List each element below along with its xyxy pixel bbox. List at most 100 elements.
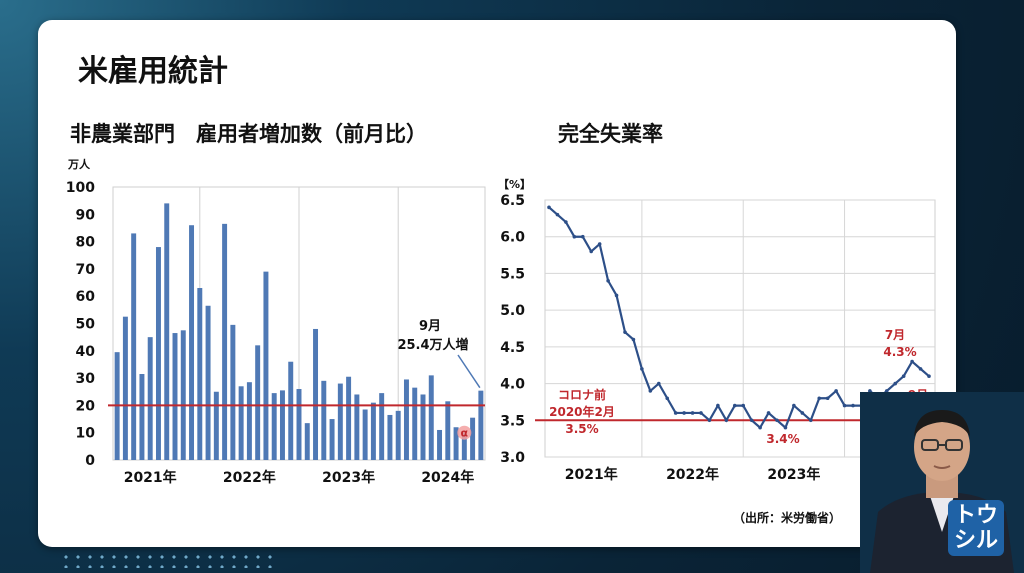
bar-mark [304, 423, 310, 460]
bar-mark [147, 337, 153, 460]
line-y-tick-label: 4.5 [500, 340, 525, 356]
bar-mark [387, 414, 393, 460]
bar-mark [478, 390, 484, 460]
unemployment-point [707, 418, 712, 423]
bar-mark [412, 387, 418, 460]
bar-mark [428, 375, 434, 460]
highlight-circle [457, 425, 472, 440]
unemployment-point [868, 389, 872, 393]
bar-mark [197, 288, 203, 460]
bar-mark [403, 379, 409, 460]
badge-line-1: トウ [953, 503, 998, 528]
unemployment-point [547, 205, 551, 210]
line-y-tick-label: 6.5 [500, 193, 525, 209]
line-y-tick-label: 5.5 [500, 266, 525, 282]
decorative-dots [60, 552, 280, 568]
min-value-label: 3.4% [766, 432, 799, 446]
unemployment-point [716, 403, 720, 408]
unemployment-point [724, 418, 729, 423]
bar-y-tick-label: 90 [76, 207, 96, 223]
bar-mark [470, 417, 476, 460]
unemployment-point [842, 403, 847, 408]
bar-y-tick-label: 50 [76, 317, 96, 333]
unemployment-point [749, 418, 754, 423]
bar-mark [172, 333, 178, 460]
unemployment-point [682, 411, 686, 415]
july-value: 4.3% [883, 345, 916, 359]
bar-y-tick-label: 10 [76, 426, 96, 442]
bar-mark [296, 389, 302, 460]
bar-y-tick-label: 30 [76, 371, 96, 387]
bar-mark [461, 432, 467, 460]
bar-mark [122, 316, 128, 460]
line-x-tick-label: 2023年 [767, 466, 820, 483]
unemployment-point [834, 389, 838, 393]
unemployment-point [614, 293, 619, 298]
unemployment-point [640, 367, 644, 371]
unemployment-point [817, 396, 822, 401]
corona-label: コロナ前 [558, 387, 606, 402]
unemployment-point [732, 403, 737, 408]
unemployment-point [851, 403, 855, 408]
line-x-tick-label: 2022年 [666, 466, 719, 483]
bar-mark [213, 391, 219, 460]
unemployment-point [741, 403, 746, 408]
unemployment-point [783, 425, 788, 430]
bar-mark [155, 247, 161, 460]
bar-mark [453, 427, 459, 460]
unemployment-point [766, 411, 771, 415]
bar-mark [370, 402, 376, 460]
unemployment-point [606, 278, 610, 283]
line-y-tick-label: 3.0 [500, 450, 525, 466]
bar-mark [362, 409, 368, 460]
bar-x-tick-label: 2023年 [322, 469, 375, 486]
bar-mark [379, 393, 385, 460]
bar-mark [205, 305, 211, 460]
bar-mark [189, 225, 195, 460]
bar-mark [346, 376, 352, 460]
bar-annotation-month: 9月 [419, 319, 441, 334]
unemployment-point [564, 220, 568, 224]
line-y-unit-label: 【%】 [498, 178, 531, 191]
bar-x-tick-label: 2021年 [124, 469, 177, 486]
bar-mark [329, 419, 335, 460]
unemployment-point [580, 234, 585, 239]
bar-mark [445, 401, 451, 460]
unemployment-point [893, 381, 898, 386]
unemployment-point [555, 212, 560, 217]
bar-mark [354, 394, 360, 460]
page-title: 米雇用統計 [78, 54, 228, 89]
unemployment-point [758, 425, 762, 430]
corona-date: 2020年2月 [549, 404, 615, 419]
bar-annotation-pointer [457, 354, 481, 389]
july-label: 7月 [885, 328, 905, 342]
bar-mark [279, 390, 285, 460]
bar-chart-title: 非農業部門 雇用者増加数（前月比） [70, 122, 427, 146]
unemployment-point [910, 359, 914, 364]
bar-mark [131, 233, 137, 460]
bar-x-tick-label: 2024年 [421, 469, 474, 486]
bar-mark [180, 330, 186, 460]
unemployment-point [665, 396, 670, 401]
unemployment-point [648, 389, 653, 393]
bar-mark [313, 328, 319, 460]
unemployment-point [800, 411, 805, 415]
bar-y-tick-label: 100 [66, 180, 95, 196]
bar-y-tick-label: 60 [76, 289, 96, 305]
bar-y-tick-label: 0 [85, 453, 95, 469]
bar-y-tick-label: 70 [76, 262, 96, 278]
bar-mark [437, 429, 443, 460]
bar-y-tick-label: 40 [76, 344, 96, 360]
line-y-tick-label: 6.0 [500, 230, 525, 246]
unemployment-point [825, 396, 830, 401]
bar-mark [164, 203, 170, 460]
unemployment-point [589, 249, 594, 254]
unemployment-point [597, 242, 602, 246]
bar-mark [139, 374, 145, 460]
bar-mark [395, 410, 401, 460]
unemployment-point [775, 418, 779, 423]
unemployment-point [792, 403, 796, 408]
highlight-label: α [461, 427, 469, 440]
unemployment-point [673, 411, 678, 415]
bar-mark [321, 380, 327, 460]
